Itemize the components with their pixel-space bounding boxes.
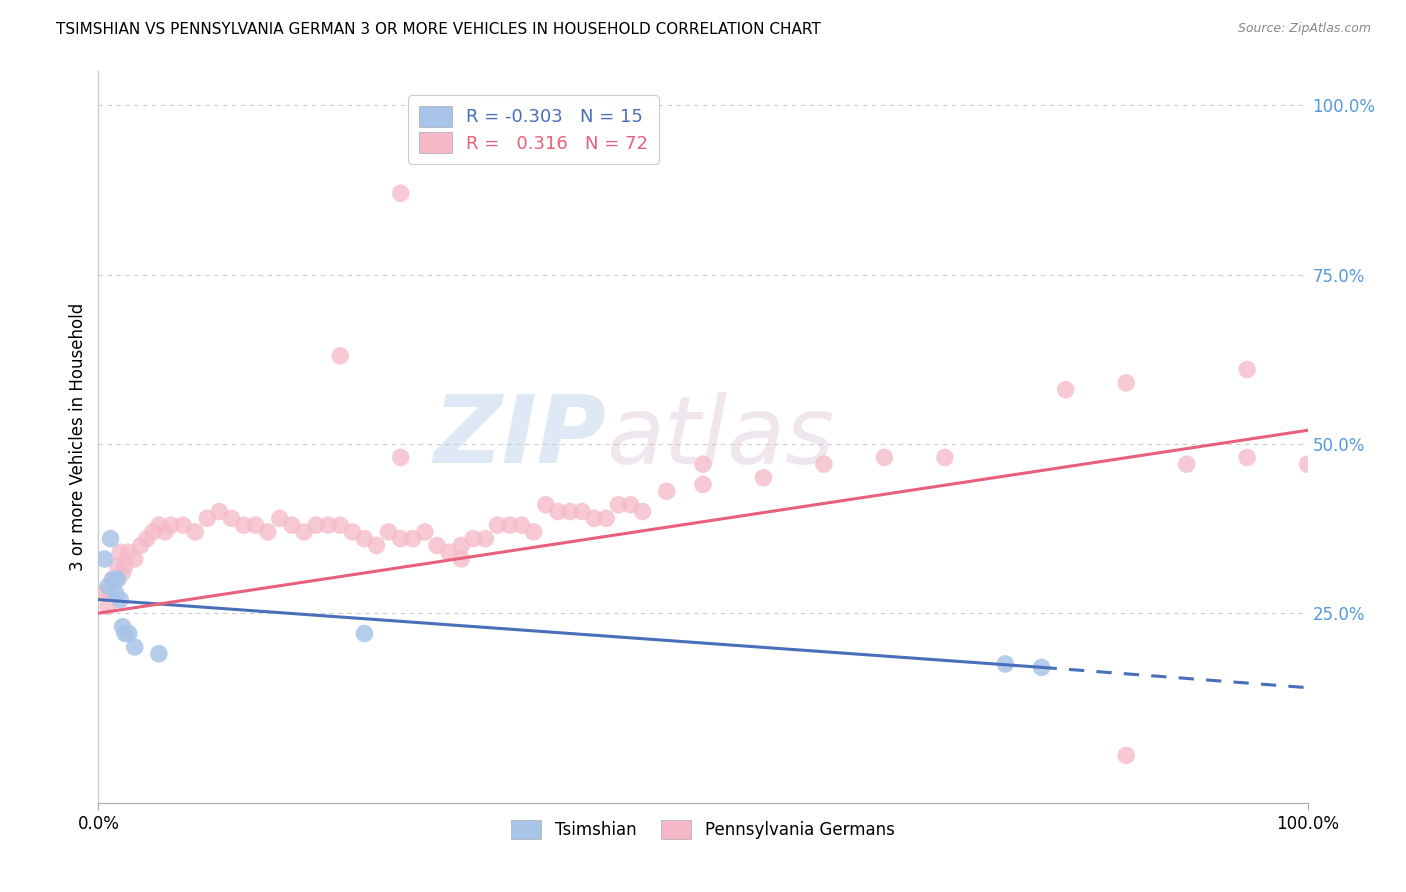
Point (329, 518, 352, 533)
Point (107, 572, 129, 586)
Point (101, 572, 124, 586)
Point (389, 532, 412, 546)
Point (1175, 457, 1198, 471)
Point (474, 532, 496, 546)
Point (108, 545, 131, 559)
Point (413, 524, 436, 539)
Point (450, 538, 472, 552)
Point (221, 511, 243, 525)
Point (1115, 748, 1137, 763)
Point (153, 524, 176, 539)
Point (256, 524, 278, 539)
Point (104, 572, 127, 586)
Point (104, 586, 127, 600)
Text: Source: ZipAtlas.com: Source: ZipAtlas.com (1237, 22, 1371, 36)
Point (305, 518, 328, 533)
Point (389, 450, 412, 465)
Point (269, 511, 291, 525)
Point (607, 498, 630, 512)
Point (100, 532, 122, 546)
Point (148, 647, 170, 661)
Point (583, 511, 606, 525)
Text: ZIP: ZIP (433, 391, 606, 483)
Point (342, 524, 364, 539)
Y-axis label: 3 or more Vehicles in Household: 3 or more Vehicles in Household (69, 303, 87, 571)
Point (486, 518, 509, 533)
Point (353, 532, 375, 546)
Point (547, 505, 569, 519)
Point (595, 511, 617, 525)
Point (184, 524, 207, 539)
Text: TSIMSHIAN VS PENNSYLVANIA GERMAN 3 OR MORE VEHICLES IN HOUSEHOLD CORRELATION CHA: TSIMSHIAN VS PENNSYLVANIA GERMAN 3 OR MO… (56, 22, 821, 37)
Point (1236, 362, 1258, 376)
Point (873, 450, 896, 465)
Point (463, 532, 485, 546)
Point (118, 545, 141, 559)
Point (281, 518, 304, 533)
Point (813, 457, 835, 471)
Point (934, 450, 956, 465)
Point (316, 518, 339, 533)
Point (114, 558, 136, 573)
Point (148, 518, 170, 533)
Point (692, 457, 714, 471)
Point (655, 484, 678, 499)
Point (1031, 660, 1053, 674)
Point (93, 586, 115, 600)
Point (510, 518, 533, 533)
Point (292, 524, 315, 539)
Point (329, 349, 352, 363)
Point (1115, 376, 1137, 390)
Point (245, 518, 267, 533)
Point (426, 538, 449, 552)
Point (1236, 450, 1258, 465)
Point (353, 626, 375, 640)
Point (124, 552, 146, 566)
Point (172, 518, 194, 533)
Point (195, 511, 218, 525)
Point (571, 505, 593, 519)
Point (534, 498, 557, 512)
Point (631, 505, 654, 519)
Point (1054, 383, 1077, 397)
Point (619, 498, 641, 512)
Point (129, 538, 152, 552)
Point (437, 545, 460, 559)
Point (523, 524, 546, 539)
Point (142, 524, 165, 539)
Point (101, 572, 124, 586)
Point (107, 558, 129, 573)
Point (1296, 457, 1319, 471)
Point (118, 626, 141, 640)
Point (111, 620, 134, 634)
Point (232, 518, 254, 533)
Point (124, 640, 146, 654)
Point (692, 477, 714, 491)
Point (111, 566, 134, 580)
Text: atlas: atlas (606, 392, 835, 483)
Point (100, 586, 122, 600)
Point (389, 186, 412, 201)
Point (93, 552, 115, 566)
Point (97, 599, 120, 614)
Point (994, 657, 1017, 671)
Point (366, 538, 388, 552)
Point (108, 592, 131, 607)
Point (114, 626, 136, 640)
Point (558, 505, 581, 519)
Legend: Tsimshian, Pennsylvania Germans: Tsimshian, Pennsylvania Germans (505, 814, 901, 846)
Point (752, 471, 775, 485)
Point (160, 518, 183, 533)
Point (377, 524, 399, 539)
Point (208, 505, 231, 519)
Point (97, 579, 120, 593)
Point (402, 532, 425, 546)
Point (450, 552, 472, 566)
Point (135, 532, 157, 546)
Point (498, 518, 520, 533)
